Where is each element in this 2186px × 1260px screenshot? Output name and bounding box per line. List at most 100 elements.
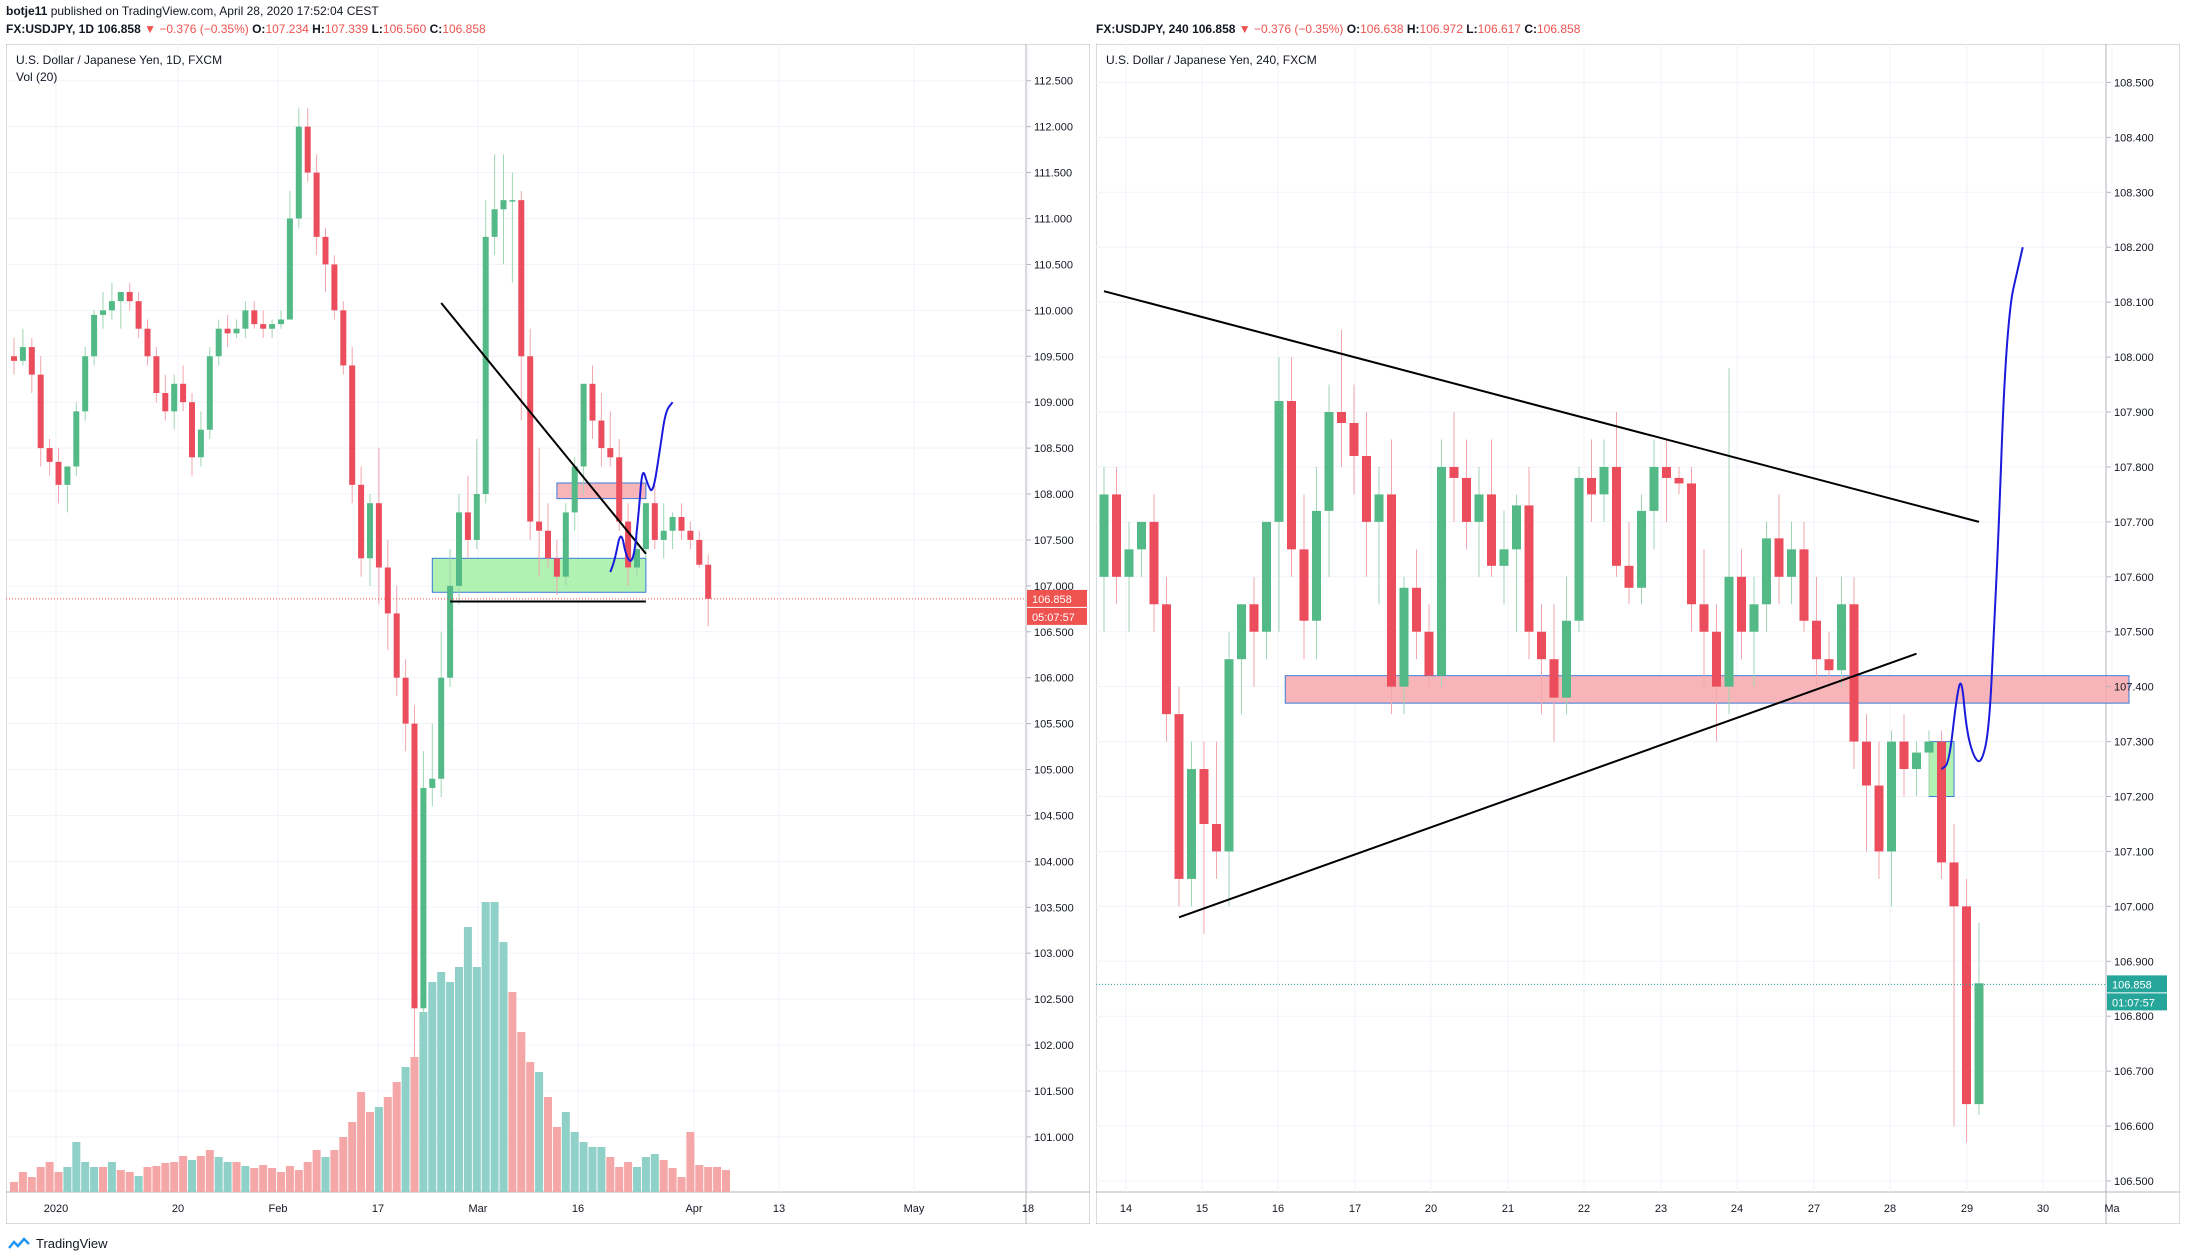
right-y-tick-label: 107.800 [2114,462,2154,474]
left-y-tick-label: 101.000 [1034,1132,1074,1144]
left-close: 106.858 [442,22,486,36]
candle-body [1824,659,1834,671]
volume-bar [27,1177,36,1192]
candle-body [1237,604,1246,660]
candle-body [260,324,267,329]
left-y-tick-label: 111.000 [1034,213,1072,225]
left-resistance-zone [556,482,647,500]
right-close: 106.858 [1537,22,1581,36]
volume-bar [463,927,472,1192]
volume-bar [63,1167,72,1192]
volume-bar [490,902,499,1192]
left-y-tick-label: 103.500 [1034,902,1074,914]
right-y-tick-label: 106.700 [2114,1066,2154,1078]
left-chart-title: U.S. Dollar / Japanese Yen, 1D, FXCM [16,53,222,67]
left-y-tick-label: 110.500 [1034,259,1073,271]
candle-body [1649,466,1659,511]
candle-body [1462,477,1471,522]
candle-body [340,310,347,366]
left-y-tick-label: 103.000 [1034,948,1074,960]
candle-body [1312,510,1321,621]
volume-bar [36,1167,45,1192]
candle-body [509,200,516,202]
left-l-label: L: [371,22,383,36]
volume-bar [170,1162,179,1192]
right-y-tick-label: 106.900 [2114,956,2154,968]
volume-bar [588,1147,597,1192]
right-down-arrow-icon: ▼ [1238,22,1251,36]
volume-bar [597,1147,606,1192]
candle-body [171,383,178,412]
left-ticker[interactable]: FX:USDJPY, 1D [6,22,95,36]
left-low: 106.560 [382,22,427,36]
candle-body [1724,576,1734,687]
volume-bar [481,902,490,1192]
right-low: 106.617 [1477,22,1521,36]
author-name[interactable]: botje11 [6,4,48,18]
tradingview-footer[interactable]: TradingView [8,1236,108,1251]
candle-body [1612,466,1621,566]
candle-body [464,512,471,540]
candle-body [375,503,382,568]
right-chart[interactable]: 108.500 108.400 108.300 108.200 108.100 108.0… [1096,44,2180,1224]
candle-body [1149,521,1159,605]
candle-body [189,402,195,458]
candle-body [1324,412,1334,511]
candle-body [411,723,418,1009]
candle-body [286,218,293,320]
left-high: 107.339 [324,22,369,36]
candle-body [616,457,623,522]
left-vol-label: Vol (20) [16,70,57,84]
left-projection-path [609,401,674,573]
candle-body [1449,466,1459,478]
candle-body [1599,466,1609,495]
volume-bar [330,1150,339,1192]
candle-body [269,324,276,329]
right-y-tick-label: 108.400 [2114,132,2154,144]
candle-body [678,516,685,531]
candle-body [589,383,596,421]
right-o-label: O: [1346,22,1361,36]
right-x-tick-label: 15 [1196,1203,1208,1215]
left-y-tick-label: 106.500 [1034,627,1074,639]
left-y-tick-label: 102.500 [1034,994,1074,1006]
right-y-tick-label: 107.300 [2114,737,2154,749]
left-y-tick-label: 112.000 [1034,122,1073,134]
volume-bar [241,1166,250,1192]
volume-bar [107,1162,116,1192]
candle-body [447,585,454,678]
candle-body [625,521,632,568]
left-y-tick-label: 104.000 [1034,856,1074,868]
candle-body [696,539,703,565]
left-x-tick-label: 18 [1022,1203,1034,1215]
left-y-tick-label: 112.500 [1034,76,1073,88]
candle-body [1974,983,1984,1105]
left-chart[interactable]: 112.500 112.000 111.500 111.000 110.500 110.0… [6,44,1090,1224]
right-y-tick-label: 108.500 [2114,77,2154,89]
candle-body [1112,494,1121,577]
left-y-tick-label: 106.000 [1034,673,1074,685]
candle-body [607,448,614,458]
volume-bar [579,1142,588,1192]
left-x-tick-label: 16 [572,1203,584,1215]
left-chart-frame [6,44,1090,1224]
volume-bar [641,1157,650,1192]
volume-bar [303,1162,312,1192]
right-change: −0.376 (−0.35%) [1254,22,1344,36]
right-x-tick-label: 30 [2037,1203,2049,1215]
right-ticker[interactable]: FX:USDJPY, 240 [1096,22,1189,36]
left-y-tick-label: 101.500 [1034,1086,1074,1098]
volume-bar [259,1165,268,1192]
candle-body [1862,741,1871,786]
candle-body [331,264,338,311]
right-y-tick-label: 107.500 [2114,627,2154,639]
right-ticker-bar: FX:USDJPY, 240 106.858 ▼ −0.376 (−0.35%)… [1096,22,1580,36]
candle-body [553,558,560,577]
volume-bar [499,942,508,1192]
candle-body [1124,549,1134,577]
right-y-tick-label: 107.400 [2114,682,2154,694]
left-y-tick-label: 102.000 [1034,1040,1074,1052]
candle-body [367,503,373,559]
volume-bar [152,1166,161,1192]
left-x-tick-label: 20 [172,1203,184,1215]
